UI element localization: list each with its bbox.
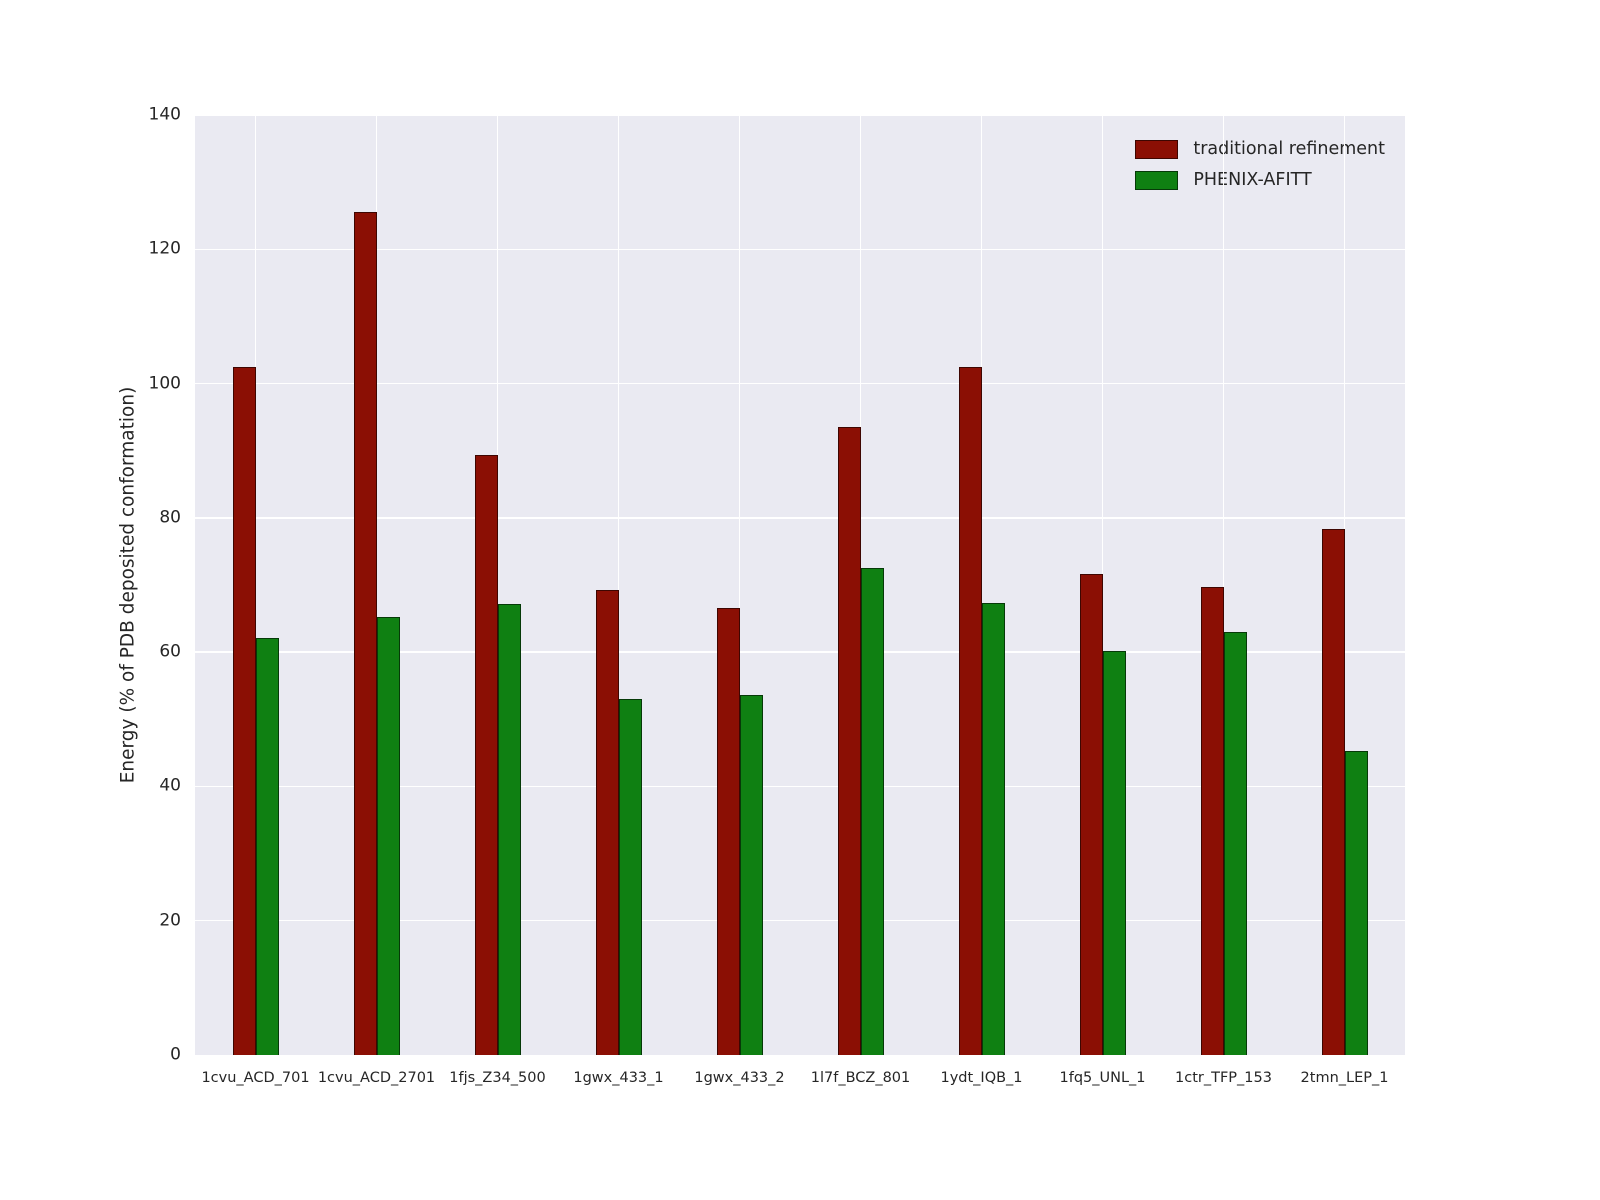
y-tick-label: 20	[159, 910, 181, 931]
bar	[1079, 574, 1103, 1055]
v-gridline	[980, 115, 983, 1055]
y-tick-label: 140	[148, 104, 181, 125]
bar	[860, 568, 884, 1055]
plot-area: traditional refinement PHENIX-AFITT 0 20 4…	[149, 106, 1405, 1085]
bar	[981, 603, 1005, 1055]
h-gridline	[195, 517, 1405, 519]
bar	[474, 455, 498, 1055]
h-gridline	[195, 114, 1405, 116]
x-tick-label: 1ctr_TFP_153	[1175, 1070, 1272, 1086]
bar	[1223, 632, 1247, 1055]
h-gridline	[195, 651, 1405, 653]
legend-label: PHENIX-AFITT	[1193, 170, 1312, 190]
h-gridline	[195, 248, 1405, 251]
bar	[1200, 587, 1224, 1055]
v-gridline	[496, 115, 499, 1055]
legend-swatch	[1135, 139, 1179, 159]
bar	[497, 604, 521, 1055]
x-tick-label: 2tmn_LEP_1	[1300, 1070, 1389, 1086]
bar	[1102, 650, 1126, 1055]
y-tick-label: 80	[159, 507, 181, 528]
legend-label: traditional refinement	[1193, 139, 1385, 159]
h-gridline	[195, 382, 1405, 385]
y-tick-label: 40	[159, 775, 181, 796]
bar	[255, 638, 279, 1055]
bar	[958, 366, 982, 1055]
x-tick-label: 1ydt_IQB_1	[940, 1070, 1023, 1086]
x-tick-label: 1gwx_433_1	[573, 1070, 664, 1086]
v-gridline	[254, 115, 257, 1055]
y-tick-label: 120	[148, 238, 181, 259]
h-gridline	[195, 919, 1405, 922]
x-tick-label: 1fjs_Z34_500	[449, 1070, 546, 1086]
v-gridline	[375, 115, 378, 1055]
bar	[618, 699, 642, 1055]
legend-item-traditional-refinement: traditional refinement	[1135, 139, 1385, 159]
v-gridline	[1343, 115, 1346, 1055]
v-gridline	[617, 115, 620, 1055]
bar	[837, 426, 861, 1055]
x-tick-label: 1cvu_ACD_701	[201, 1070, 310, 1086]
bar	[1344, 750, 1368, 1055]
legend-swatch	[1135, 170, 1179, 190]
legend: traditional refinement PHENIX-AFITT	[1129, 135, 1391, 194]
y-tick-label: 60	[159, 641, 181, 662]
bar	[1321, 529, 1345, 1055]
x-tick-label: 1cvu_ACD_2701	[317, 1070, 436, 1086]
bar	[376, 617, 400, 1055]
x-tick-label: 1l7f_BCZ_801	[810, 1070, 911, 1086]
bar	[353, 212, 377, 1055]
bar	[739, 695, 763, 1055]
y-tick-label: 0	[170, 1044, 181, 1065]
v-gridline	[738, 115, 741, 1055]
h-gridline	[195, 785, 1405, 788]
v-gridline	[1222, 115, 1225, 1055]
legend-item-phenix-afitt: PHENIX-AFITT	[1135, 170, 1385, 190]
x-tick-label: 1fq5_UNL_1	[1059, 1070, 1146, 1086]
y-axis-label: Energy (% of PDB deposited conformation)	[117, 386, 139, 784]
v-gridline	[1101, 115, 1104, 1055]
x-tick-label: 1gwx_433_2	[694, 1070, 785, 1086]
y-tick-label: 100	[148, 373, 181, 394]
bar	[716, 607, 740, 1055]
bar	[595, 589, 619, 1055]
bar	[232, 366, 256, 1055]
